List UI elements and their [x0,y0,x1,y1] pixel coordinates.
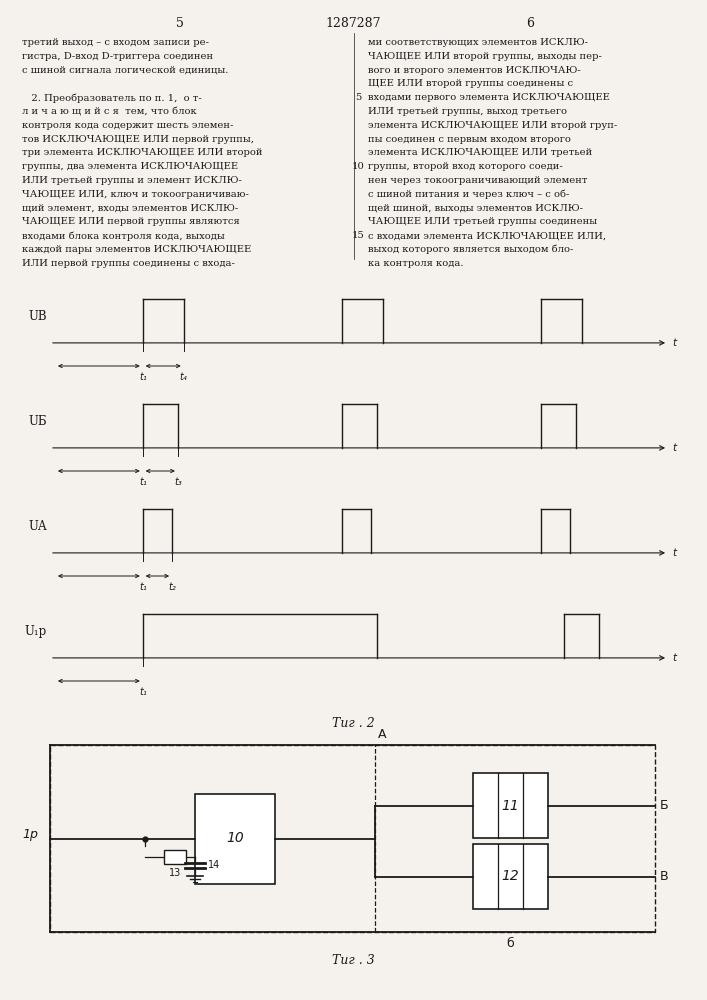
Text: пы соединен с первым входом второго: пы соединен с первым входом второго [368,135,571,144]
Text: нен через токоограничивающий элемент: нен через токоограничивающий элемент [368,176,588,185]
Text: 14: 14 [208,859,221,869]
Text: 15: 15 [351,231,364,240]
Text: входами первого элемента ИСКЛЮЧАЮЩЕЕ: входами первого элемента ИСКЛЮЧАЮЩЕЕ [368,93,610,102]
Text: t: t [672,653,676,663]
Text: Τиг . 2: Τиг . 2 [332,717,375,730]
Text: t₁: t₁ [139,372,146,382]
Text: с шиной сигнала логической единицы.: с шиной сигнала логической единицы. [22,66,228,75]
Text: А: А [378,728,387,741]
Text: UА: UА [28,520,47,533]
Text: ЧАЮЩЕЕ ИЛИ третьей группы соединены: ЧАЮЩЕЕ ИЛИ третьей группы соединены [368,217,597,226]
Bar [472,773,547,838]
Text: ЧАЮЩЕЕ ИЛИ первой группы являются: ЧАЮЩЕЕ ИЛИ первой группы являются [22,217,240,226]
Bar [195,794,275,884]
Text: б: б [506,937,514,950]
Text: ми соответствующих элементов ИСКЛЮ-: ми соответствующих элементов ИСКЛЮ- [368,38,588,47]
Bar [164,850,186,863]
Text: t₃: t₃ [174,477,182,487]
Text: ИЛИ первой группы соединены с входа-: ИЛИ первой группы соединены с входа- [22,259,235,268]
Text: U₁р: U₁р [25,625,47,638]
Text: 1287287: 1287287 [325,17,381,30]
Text: щей шиной, выходы элементов ИСКЛЮ-: щей шиной, выходы элементов ИСКЛЮ- [368,204,583,213]
Text: гистра, D-вход D-триггера соединен: гистра, D-вход D-триггера соединен [22,52,213,61]
Text: ИЛИ третьей группы и элемент ИСКЛЮ-: ИЛИ третьей группы и элемент ИСКЛЮ- [22,176,242,185]
Text: с шиной питания и через ключ – с об-: с шиной питания и через ключ – с об- [368,190,569,199]
Text: 12: 12 [501,869,519,884]
Text: элемента ИСКЛЮЧАЮЩЕЕ ИЛИ второй груп-: элемента ИСКЛЮЧАЮЩЕЕ ИЛИ второй груп- [368,121,617,130]
Text: UБ: UБ [28,415,47,428]
Text: Б: Б [660,799,669,812]
Text: 10: 10 [226,832,244,846]
Text: ка контроля кода.: ка контроля кода. [368,259,464,268]
Text: В: В [660,870,669,883]
Text: щий элемент, входы элементов ИСКЛЮ-: щий элемент, входы элементов ИСКЛЮ- [22,204,238,213]
Bar [472,844,547,909]
Text: t: t [672,548,676,558]
Text: ИЛИ третьей группы, выход третьего: ИЛИ третьей группы, выход третьего [368,107,567,116]
Text: ЧАЮЩЕЕ ИЛИ, ключ и токоограничиваю-: ЧАЮЩЕЕ ИЛИ, ключ и токоограничиваю- [22,190,249,199]
Text: 2. Преобразователь по п. 1,  о т-: 2. Преобразователь по п. 1, о т- [22,93,201,103]
Text: группы, второй вход которого соеди-: группы, второй вход которого соеди- [368,162,563,171]
Text: вого и второго элементов ИСКЛЮЧАЮ-: вого и второго элементов ИСКЛЮЧАЮ- [368,66,580,75]
Text: три элемента ИСКЛЮЧАЮЩЕЕ ИЛИ второй: три элемента ИСКЛЮЧАЮЩЕЕ ИЛИ второй [22,148,262,157]
Text: группы, два элемента ИСКЛЮЧАЮЩЕЕ: группы, два элемента ИСКЛЮЧАЮЩЕЕ [22,162,238,171]
Text: t₁: t₁ [139,477,146,487]
Text: UВ: UВ [28,310,47,323]
Text: t₄: t₄ [180,372,187,382]
Text: третий выход – с входом записи ре-: третий выход – с входом записи ре- [22,38,209,47]
Text: t₁: t₁ [139,687,146,697]
Text: 5: 5 [355,93,361,102]
Text: 1р: 1р [22,828,38,841]
Text: t₂: t₂ [168,582,176,592]
Text: 10: 10 [351,162,364,171]
Text: каждой пары элементов ИСКЛЮЧАЮЩЕЕ: каждой пары элементов ИСКЛЮЧАЮЩЕЕ [22,245,251,254]
Text: тов ИСКЛЮЧАЮЩЕЕ ИЛИ первой группы,: тов ИСКЛЮЧАЮЩЕЕ ИЛИ первой группы, [22,135,254,144]
Text: Τиг . 3: Τиг . 3 [332,954,375,967]
Text: 11: 11 [501,798,519,812]
Text: с входами элемента ИСКЛЮЧАЮЩЕЕ ИЛИ,: с входами элемента ИСКЛЮЧАЮЩЕЕ ИЛИ, [368,231,606,240]
Text: t: t [672,443,676,453]
Text: t: t [672,338,676,348]
Text: t₁: t₁ [139,582,146,592]
Text: 13: 13 [169,867,181,878]
Text: ЧАЮЩЕЕ ИЛИ второй группы, выходы пер-: ЧАЮЩЕЕ ИЛИ второй группы, выходы пер- [368,52,602,61]
Text: л и ч а ю щ и й с я  тем, что блок: л и ч а ю щ и й с я тем, что блок [22,107,197,116]
Text: контроля кода содержит шесть элемен-: контроля кода содержит шесть элемен- [22,121,233,130]
Text: ЩЕЕ ИЛИ второй группы соединены с: ЩЕЕ ИЛИ второй группы соединены с [368,79,573,88]
Text: 6: 6 [526,17,534,30]
Text: входами блока контроля кода, выходы: входами блока контроля кода, выходы [22,231,225,241]
Text: 5: 5 [176,17,184,30]
Text: выход которого является выходом бло-: выход которого является выходом бло- [368,245,573,254]
Text: элемента ИСКЛЮЧАЮЩЕЕ ИЛИ третьей: элемента ИСКЛЮЧАЮЩЕЕ ИЛИ третьей [368,148,592,157]
